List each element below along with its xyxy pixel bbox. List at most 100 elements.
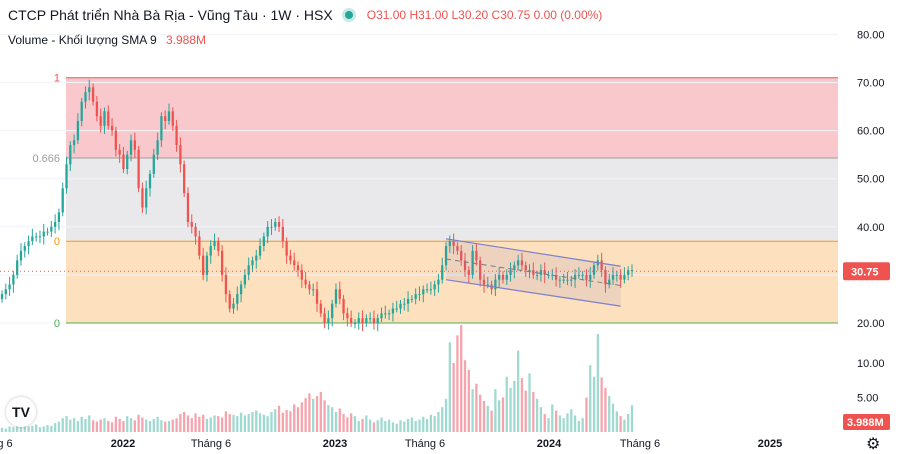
candle-body: [247, 265, 250, 275]
volume-bar: [247, 414, 250, 432]
price-tick-label: 50.00: [857, 174, 885, 186]
symbol-title[interactable]: CTCP Phát triển Nhà Bà Rịa - Vũng Tàu · …: [8, 7, 333, 23]
candle-body: [118, 149, 121, 155]
candle-body: [463, 260, 467, 271]
tradingview-logo-icon[interactable]: TV: [6, 397, 36, 427]
volume-bar: [312, 398, 315, 432]
volume-bar: [361, 418, 364, 432]
candle-body: [418, 294, 421, 296]
candle-body: [42, 231, 45, 237]
volume-bar: [498, 400, 501, 432]
candle-body: [467, 270, 470, 275]
volume-bar: [482, 400, 486, 432]
candle-body: [213, 241, 216, 247]
candle-body: [183, 164, 186, 194]
time-axis[interactable]: g 6 2022 Tháng 6 2023 Tháng 6 2024 Tháng 6 2025: [0, 438, 782, 450]
volume-bar: [452, 363, 455, 432]
time-tick-label: 2024: [537, 438, 562, 450]
market-status-icon: [344, 11, 353, 19]
volume-bar: [289, 411, 292, 432]
volume-bar: [35, 424, 38, 432]
fib-zone: [66, 158, 838, 242]
candle-body: [296, 265, 300, 271]
volume-bar: [596, 334, 599, 432]
candle-body: [342, 298, 345, 314]
volume-bar: [365, 415, 368, 432]
volume-bar: [50, 425, 53, 432]
candle-body: [627, 270, 630, 275]
volume-bar: [186, 415, 190, 432]
volume-bar: [535, 398, 539, 432]
candle-body: [456, 246, 459, 251]
volume-bar: [429, 414, 432, 432]
candle-body: [444, 246, 448, 266]
volume-bar: [437, 411, 440, 432]
volume-bar: [23, 423, 26, 432]
candle-body: [31, 236, 34, 242]
volume-bar: [167, 420, 171, 432]
fib-zone: [66, 241, 838, 323]
volume-bar: [414, 420, 417, 432]
candle-body: [145, 188, 148, 208]
candle-body: [376, 318, 379, 323]
candle-body: [114, 130, 117, 150]
volume-bar: [532, 391, 535, 432]
volume-bar: [198, 416, 201, 432]
volume-bar: [539, 407, 543, 432]
candle-body: [27, 241, 30, 247]
candle-body: [285, 241, 288, 256]
volume-bar: [479, 394, 482, 432]
candle-body: [179, 145, 182, 165]
candle-body: [16, 260, 19, 275]
fib-level-label: 0: [54, 318, 60, 330]
volume-bar: [53, 423, 57, 432]
volume-bar: [19, 425, 23, 432]
volume-bar: [31, 425, 34, 432]
volume-bar: [110, 422, 114, 432]
candle-body: [129, 140, 133, 155]
volume-bar: [315, 396, 319, 432]
candle-body: [156, 140, 159, 155]
price-tick-label: 40.00: [857, 222, 885, 234]
candle-body: [53, 221, 57, 227]
volume-bar: [4, 428, 7, 432]
candle-body: [353, 322, 357, 324]
volume-bar: [425, 418, 429, 432]
volume-bar: [80, 416, 83, 432]
candle-body: [361, 318, 364, 323]
volume-bar: [258, 413, 262, 432]
candle-body: [509, 270, 512, 275]
candle-body: [406, 298, 410, 304]
candle-body: [95, 101, 99, 117]
volume-bar: [319, 391, 322, 432]
volume-bar: [494, 389, 497, 432]
volume-bar: [463, 360, 467, 432]
candle-body: [141, 188, 144, 208]
candle-body: [255, 255, 258, 261]
volume-bar: [266, 416, 269, 432]
volume-bar: [270, 411, 273, 432]
volume-label[interactable]: Volume - Khối lượng SMA 9: [8, 33, 157, 47]
volume-bar: [65, 416, 68, 432]
candle-body: [133, 140, 136, 150]
settings-gear-icon[interactable]: ⚙: [866, 436, 881, 453]
time-tick-label: Tháng 6: [620, 438, 660, 450]
candle-body: [186, 193, 190, 222]
regression-channel[interactable]: [445, 238, 621, 307]
volume-bar: [524, 390, 527, 432]
candle-body: [148, 173, 152, 189]
volume-bar: [27, 426, 30, 432]
volume-bar: [460, 325, 463, 432]
volume-bar: [342, 414, 345, 432]
volume-bar: [444, 398, 448, 432]
volume-bar: [338, 408, 341, 432]
candle-body: [262, 236, 266, 247]
volume-bar: [88, 415, 91, 432]
price-axis[interactable]: 80.0070.0060.0050.0040.0030.0020.0010.00…: [843, 29, 890, 430]
volume-bar: [399, 420, 402, 432]
candle-body: [277, 221, 281, 227]
candle-body: [494, 279, 497, 290]
candle-body: [501, 274, 505, 280]
volume-bar: [528, 373, 531, 432]
